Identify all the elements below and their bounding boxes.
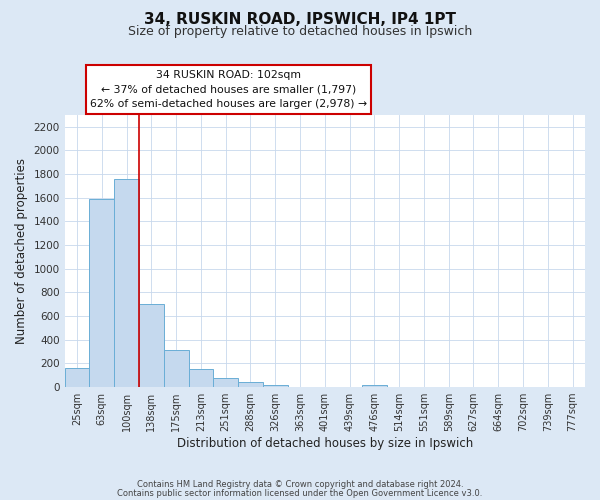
Bar bbox=[263, 384, 287, 387]
Bar bbox=[114, 180, 139, 387]
Bar bbox=[188, 368, 214, 387]
Bar bbox=[214, 378, 238, 387]
X-axis label: Distribution of detached houses by size in Ipswich: Distribution of detached houses by size … bbox=[177, 437, 473, 450]
Text: Contains HM Land Registry data © Crown copyright and database right 2024.: Contains HM Land Registry data © Crown c… bbox=[137, 480, 463, 489]
Bar bbox=[362, 386, 387, 387]
Text: 34 RUSKIN ROAD: 102sqm
← 37% of detached houses are smaller (1,797)
62% of semi-: 34 RUSKIN ROAD: 102sqm ← 37% of detached… bbox=[90, 70, 367, 110]
Text: Contains public sector information licensed under the Open Government Licence v3: Contains public sector information licen… bbox=[118, 489, 482, 498]
Text: 34, RUSKIN ROAD, IPSWICH, IP4 1PT: 34, RUSKIN ROAD, IPSWICH, IP4 1PT bbox=[144, 12, 456, 28]
Bar bbox=[65, 368, 89, 387]
Y-axis label: Number of detached properties: Number of detached properties bbox=[15, 158, 28, 344]
Bar bbox=[139, 304, 164, 387]
Bar bbox=[89, 199, 114, 387]
Bar bbox=[164, 350, 188, 387]
Text: Size of property relative to detached houses in Ipswich: Size of property relative to detached ho… bbox=[128, 25, 472, 38]
Bar bbox=[238, 382, 263, 387]
